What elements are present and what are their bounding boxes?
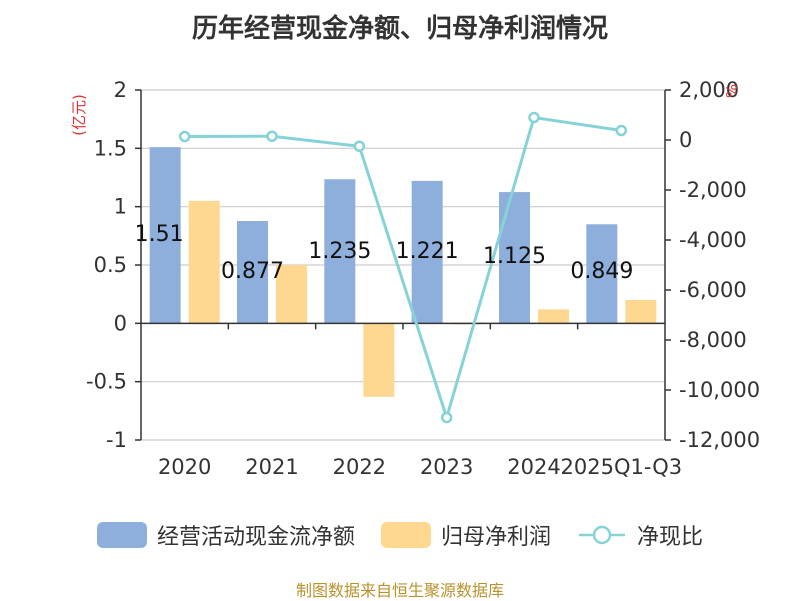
data-label-cashflow-2024: 1.125 bbox=[483, 244, 546, 269]
legend-swatch-cashflow bbox=[96, 522, 147, 548]
data-label-cashflow-2021: 0.877 bbox=[221, 259, 284, 284]
bar-cashflow-2024 bbox=[499, 192, 530, 324]
ratio-point-2023 bbox=[440, 411, 453, 424]
legend-label-profit: 归母净利润 bbox=[440, 525, 551, 550]
legend-item-cashflow[interactable]: 经营活动现金流净额 bbox=[96, 519, 355, 551]
bar-profit-2025Q1-Q3 bbox=[625, 300, 657, 324]
y-right-tick-label-2: -2,000 bbox=[679, 178, 747, 202]
ratio-point-2025Q1-Q3 bbox=[615, 124, 628, 137]
legend-item-profit[interactable]: 归母净利润 bbox=[380, 519, 551, 551]
y-right-tick-label-1: 0 bbox=[679, 128, 692, 152]
y-right-tick-label-0: 2,000 bbox=[679, 78, 739, 102]
y-right-tick-label-7: -12,000 bbox=[679, 428, 760, 452]
ratio-point-2024 bbox=[528, 111, 540, 124]
y-left-tick-label-0: 2 bbox=[114, 78, 127, 102]
bar-cashflow-2021 bbox=[237, 221, 268, 324]
bar-profit-2020 bbox=[188, 200, 220, 324]
legend-label-cashflow: 经营活动现金流净额 bbox=[156, 525, 355, 550]
x-tick-label-2020: 2020 bbox=[158, 455, 211, 479]
ratio-point-2022 bbox=[353, 140, 366, 152]
data-label-cashflow-2020: 1.51 bbox=[135, 222, 184, 247]
data-label-cashflow-2022: 1.235 bbox=[308, 239, 371, 264]
bar-cashflow-2020 bbox=[149, 147, 181, 324]
x-tick-label-2021: 2021 bbox=[245, 455, 298, 479]
axes: 21.510.50-0.5-12,0000-2,000-4,000-6,000-… bbox=[70, 78, 760, 479]
y-right-tick-label-6: -10,000 bbox=[679, 378, 760, 402]
bars bbox=[149, 147, 657, 397]
legend-item-ratio[interactable]: 净现比 bbox=[577, 519, 703, 551]
y-left-tick-label-2: 1 bbox=[114, 195, 127, 219]
data-labels: 1.51 0.877 1.235 1.221 1.125 0.849 bbox=[135, 222, 634, 284]
chart-title: 历年经营现金净额、归母净利润情况 bbox=[191, 14, 608, 44]
ratio-point-2021 bbox=[266, 130, 278, 142]
bar-cashflow-2025Q1-Q3 bbox=[586, 224, 618, 324]
legend-label-ratio: 净现比 bbox=[637, 525, 704, 550]
y-right-tick-label-3: -4,000 bbox=[679, 228, 747, 252]
bar-cashflow-2022 bbox=[324, 179, 356, 324]
gridlines bbox=[141, 89, 665, 441]
bar-profit-2021 bbox=[276, 265, 307, 324]
y-left-tick-label-5: -0.5 bbox=[86, 370, 127, 394]
ratio-line bbox=[178, 111, 628, 424]
y-left-tick-label-1: 1.5 bbox=[94, 136, 127, 160]
y-left-axis-label: (亿元) bbox=[70, 94, 88, 136]
x-tick-label-2024: 2024 bbox=[507, 455, 560, 479]
ratio-line-path bbox=[184, 115, 622, 423]
legend-line-ratio-icon bbox=[579, 525, 625, 545]
y-left-tick-label-6: -1 bbox=[106, 428, 127, 452]
data-label-cashflow-2025Q1-Q3: 0.849 bbox=[570, 259, 633, 284]
y-right-axis-label: % bbox=[723, 84, 741, 98]
source-note: 制图数据来自恒生聚源数据库 bbox=[295, 581, 504, 600]
bar-profit-2022 bbox=[363, 323, 395, 397]
y-left-tick-label-4: 0 bbox=[114, 311, 127, 335]
x-tick-label-2022: 2022 bbox=[333, 455, 386, 479]
ratio-point-2020 bbox=[178, 130, 191, 143]
x-tick-label-2025Q1-Q3: 2025Q1-Q3 bbox=[561, 455, 683, 479]
y-right-tick-label-5: -8,000 bbox=[679, 328, 747, 352]
y-right-tick-label-4: -6,000 bbox=[679, 278, 747, 302]
legend: 经营活动现金流净额 归母净利润 净现比 bbox=[0, 515, 800, 555]
data-label-cashflow-2023: 1.221 bbox=[396, 239, 459, 264]
bar-profit-2024 bbox=[538, 309, 569, 324]
x-tick-label-2023: 2023 bbox=[420, 455, 473, 479]
bar-cashflow-2023 bbox=[411, 180, 443, 324]
y-left-tick-label-3: 0.5 bbox=[94, 253, 127, 277]
legend-swatch-profit bbox=[380, 522, 431, 548]
